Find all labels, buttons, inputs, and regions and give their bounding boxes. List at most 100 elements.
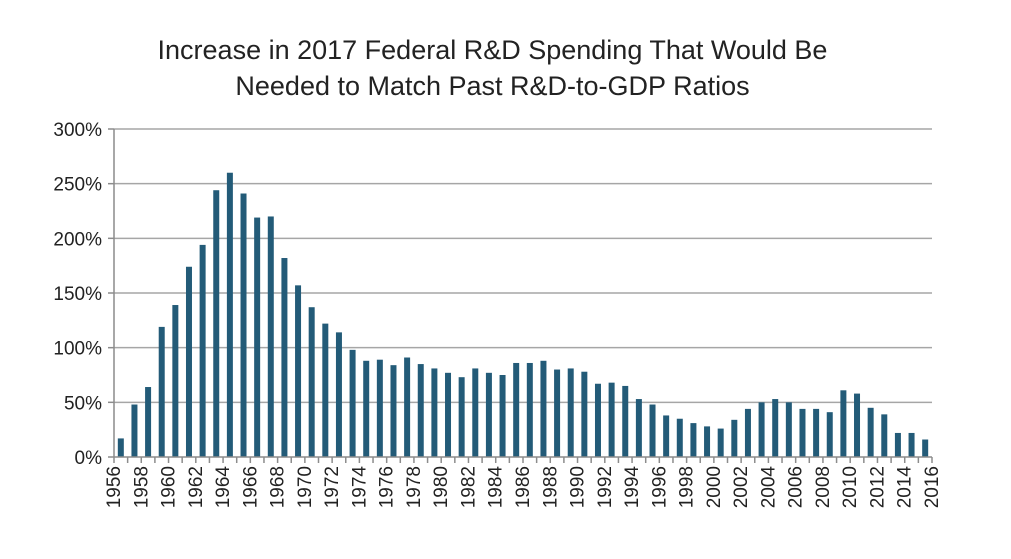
x-tick-label: 1988 [540,466,561,508]
x-tick-label: 2016 [922,466,943,508]
chart-title-line-1: Increase in 2017 Federal R&D Spending Th… [157,35,828,65]
bar-1967 [267,216,274,457]
x-tick-label: 1986 [513,466,534,508]
bar-2005 [785,402,792,457]
x-tick-label: 1962 [186,466,207,508]
y-tick-label: 0% [75,448,103,469]
bar-1972 [335,332,342,457]
bar-1997 [676,418,683,457]
x-tick-label: 1996 [649,466,670,508]
bar-2002 [744,408,751,457]
x-tick-label: 1976 [377,466,398,508]
bar-1989 [567,368,574,457]
bar-1965 [240,193,247,458]
bar-1993 [622,385,629,457]
chart-title-line-2: Needed to Match Past R&D-to-GDP Ratios [235,71,750,101]
x-tick-label: 2012 [867,466,888,508]
bars [117,172,929,458]
x-tick-label: 1972 [322,466,343,508]
bar-2001 [731,419,738,457]
bar-1980 [445,372,452,457]
x-tick-labels: 1956 1958 1960 1962 1964 1966 1968 1970 1972 1974… [104,466,943,509]
y-tick-label: 250% [53,175,102,196]
x-tick-label: 2002 [731,466,752,508]
bar-1977 [404,357,411,457]
bar-1960 [172,305,179,457]
bar-1974 [363,360,370,457]
bar-1979 [431,368,438,457]
bar-2003 [758,402,765,457]
x-tick-label: 1982 [458,466,479,508]
y-tick-labels: 0% 50% 100% 150% 200% 250% 300% [53,120,102,469]
bar-1969 [295,285,302,457]
x-tick-label: 1958 [131,466,152,508]
bar-1975 [376,359,383,457]
bar-1987 [540,360,547,457]
x-tick-label: 1964 [213,466,234,509]
bar-2011 [867,407,874,457]
bar-1994 [635,399,642,457]
bar-1998 [690,423,697,457]
bar-2008 [826,412,833,457]
x-tick-label: 2000 [704,466,725,508]
bar-1968 [281,258,288,457]
bar-2010 [854,393,861,457]
y-tick-label: 100% [53,339,102,360]
bar-1970 [308,307,315,457]
axes [108,128,933,463]
x-tick-label: 1960 [159,466,180,508]
x-tick-label: 2006 [786,466,807,508]
x-tick-label: 1984 [486,466,507,509]
bar-2006 [799,408,806,457]
bar-1981 [458,377,465,457]
x-tick-label: 1956 [104,466,125,508]
bar-1964 [226,172,233,457]
bar-1963 [213,190,220,457]
bar-2009 [840,390,847,457]
bar-1973 [349,349,356,457]
x-tick-label: 1966 [240,466,261,508]
bar-1961 [185,266,192,457]
x-tick-label: 1992 [595,466,616,508]
chart-title: Increase in 2017 Federal R&D Spending Th… [0,32,985,104]
bar-1957 [131,404,138,457]
bar-1971 [322,323,329,457]
bar-2015 [922,439,929,457]
bar-1962 [199,244,206,457]
bar-1982 [472,368,479,457]
y-tick-label: 200% [53,229,102,250]
bar-1984 [499,375,506,457]
x-tick-label: 1994 [622,466,643,509]
bar-2012 [881,414,888,457]
bar-1958 [145,387,152,457]
x-tick-label: 1978 [404,466,425,508]
x-tick-label: 1990 [568,466,589,508]
y-tick-label: 150% [53,284,102,305]
bar-1983 [485,372,492,457]
bar-2000 [717,428,724,457]
bar-1956 [117,438,124,457]
bar-2013 [894,432,901,457]
x-tick-label: 1968 [268,466,289,508]
y-tick-label: 50% [64,393,102,414]
bar-1966 [254,217,261,457]
x-tick-label: 2014 [895,466,916,509]
x-tick-label: 1998 [677,466,698,508]
bar-1986 [526,362,533,457]
bar-1999 [704,426,711,457]
bar-1996 [663,415,670,457]
bar-2007 [813,408,820,457]
bar-1959 [158,326,165,457]
x-tick-label: 2010 [840,466,861,508]
bar-1985 [513,362,520,457]
bar-1978 [417,364,424,457]
x-tick-label: 1970 [295,466,316,508]
y-tick-label: 300% [53,120,102,141]
bar-1988 [554,369,561,457]
bar-1992 [608,382,615,457]
x-tick-label: 1980 [431,466,452,508]
gridlines [114,128,932,404]
x-tick-label: 2008 [813,466,834,508]
bar-2014 [908,432,915,457]
